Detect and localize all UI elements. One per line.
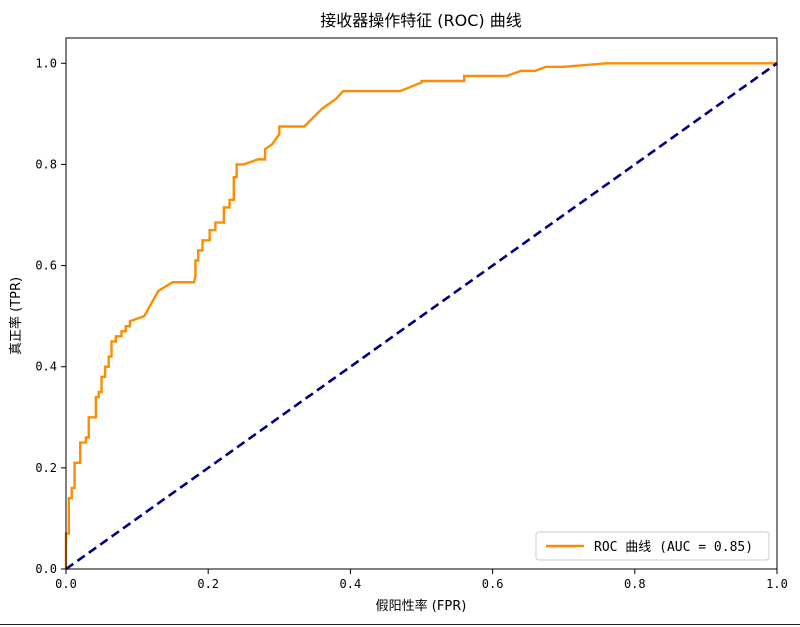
x-tick-label: 0.0 <box>55 577 77 591</box>
y-axis-label: 真正率 (TPR) <box>8 277 24 355</box>
x-axis-label: 假阳性率 (FPR) <box>376 598 467 614</box>
x-tick-label: 0.8 <box>624 577 646 591</box>
legend-label-roc: ROC 曲线 (AUC = 0.85) <box>594 540 753 555</box>
axes: 0.0 0.2 0.4 0.6 0.8 1.0 0.0 0.2 0.4 0.6 0.8 1.0 <box>35 37 788 591</box>
y-tick-label: 0.2 <box>35 461 57 475</box>
y-tick-label: 1.0 <box>35 56 57 70</box>
plot-frame <box>65 37 778 570</box>
roc-curve-line <box>64 62 777 569</box>
y-tick-label: 0.0 <box>35 562 57 576</box>
y-tick-label: 0.6 <box>35 259 57 273</box>
y-tick-label: 0.8 <box>35 157 57 171</box>
legend: ROC 曲线 (AUC = 0.85) <box>535 531 770 561</box>
x-tick-label: 1.0 <box>766 577 788 591</box>
x-tick-label: 0.6 <box>482 577 504 591</box>
legend-frame <box>535 531 770 561</box>
plot-area <box>64 62 778 571</box>
bottom-rule <box>0 624 800 625</box>
x-tick-label: 0.2 <box>197 577 219 591</box>
chart-title: 接收器操作特征 (ROC) 曲线 <box>320 11 522 30</box>
chance-diagonal-line <box>65 62 778 571</box>
y-tick-label: 0.4 <box>35 360 57 374</box>
x-tick-label: 0.4 <box>340 577 362 591</box>
